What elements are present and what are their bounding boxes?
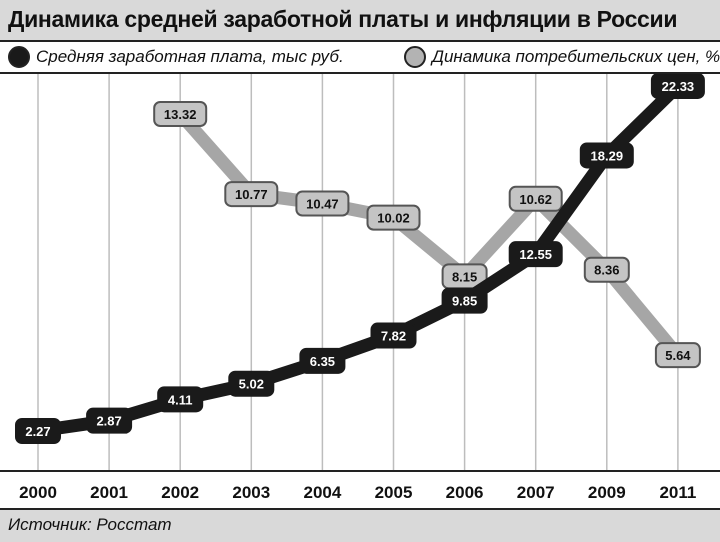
legend-label-inflation: Динамика потребительских цен, % <box>432 47 720 66</box>
data-point-inflation <box>508 185 563 212</box>
title-bar: Динамика средней заработной платы и инфл… <box>0 0 720 42</box>
legend-marker-salary <box>8 46 30 68</box>
data-point-inflation <box>583 256 630 283</box>
chart-title: Динамика средней заработной платы и инфл… <box>8 6 678 32</box>
data-point-salary <box>441 287 488 314</box>
x-axis-labels: 2000 2001 2002 2003 2004 2005 2006 2007 2009 2011 <box>19 483 696 502</box>
data-label-salary: 18.29 <box>591 148 624 163</box>
legend-item-salary: Средняя заработная плата, тыс руб. <box>8 46 344 68</box>
data-label-inflation: 10.02 <box>377 211 410 226</box>
x-tick-label: 2003 <box>232 483 270 502</box>
data-point-inflation <box>366 204 421 231</box>
data-label-inflation: 8.36 <box>594 263 619 278</box>
x-tick-label: 2002 <box>161 483 199 502</box>
data-label-inflation: 10.47 <box>306 196 339 211</box>
source-bar: Источник: Росстат <box>0 508 720 542</box>
data-label-inflation: 5.64 <box>665 348 691 363</box>
data-label-salary: 5.02 <box>239 377 264 392</box>
series-line-salary <box>31 79 685 438</box>
data-point-inflation <box>224 181 279 208</box>
data-point-salary <box>508 241 563 268</box>
chart-plot-area: 13.32 10.77 10.47 10.02 8.15 10.62 8.36 5.64 2.2… <box>15 74 705 470</box>
data-label-salary: 2.27 <box>25 424 50 439</box>
source-note: Источник: Росстат <box>8 515 172 534</box>
data-label-inflation: 10.62 <box>519 192 552 207</box>
x-axis: 2000 2001 2002 2003 2004 2005 2006 2007 2009 2011 <box>0 470 720 510</box>
x-tick-label: 2007 <box>517 483 555 502</box>
data-point-inflation <box>295 190 350 217</box>
x-tick-label: 2000 <box>19 483 57 502</box>
data-label-inflation: 10.77 <box>235 187 268 202</box>
data-point-inflation <box>654 342 701 369</box>
data-label-salary: 12.55 <box>519 247 552 262</box>
legend-label-salary: Средняя заработная плата, тыс руб. <box>36 47 344 66</box>
data-label-salary: 6.35 <box>310 354 335 369</box>
data-point-salary <box>579 142 634 169</box>
legend-item-inflation: Динамика потребительских цен, % <box>404 46 720 68</box>
data-label-salary: 9.85 <box>452 294 477 309</box>
x-tick-label: 2011 <box>659 483 696 502</box>
data-point-salary <box>157 386 204 413</box>
data-label-salary: 22.33 <box>662 79 695 94</box>
data-label-inflation: 8.15 <box>452 269 477 284</box>
data-point-salary <box>650 74 705 99</box>
data-label-salary: 4.11 <box>168 392 193 407</box>
x-tick-label: 2005 <box>375 483 413 502</box>
x-tick-label: 2006 <box>446 483 484 502</box>
legend-marker-inflation <box>404 46 426 68</box>
data-point-inflation <box>153 101 208 127</box>
x-tick-label: 2004 <box>303 483 341 502</box>
x-tick-label: 2001 <box>90 483 128 502</box>
data-point-salary <box>228 370 275 397</box>
data-label-salary: 2.87 <box>96 414 121 429</box>
data-point-salary <box>15 418 61 444</box>
data-point-salary <box>86 407 133 434</box>
legend: Средняя заработная плата, тыс руб. Динам… <box>0 42 720 74</box>
data-label-inflation: 13.32 <box>164 107 197 122</box>
data-label-salary: 7.82 <box>381 329 406 344</box>
data-point-salary <box>370 322 417 349</box>
x-tick-label: 2009 <box>588 483 626 502</box>
data-point-salary <box>299 347 346 374</box>
